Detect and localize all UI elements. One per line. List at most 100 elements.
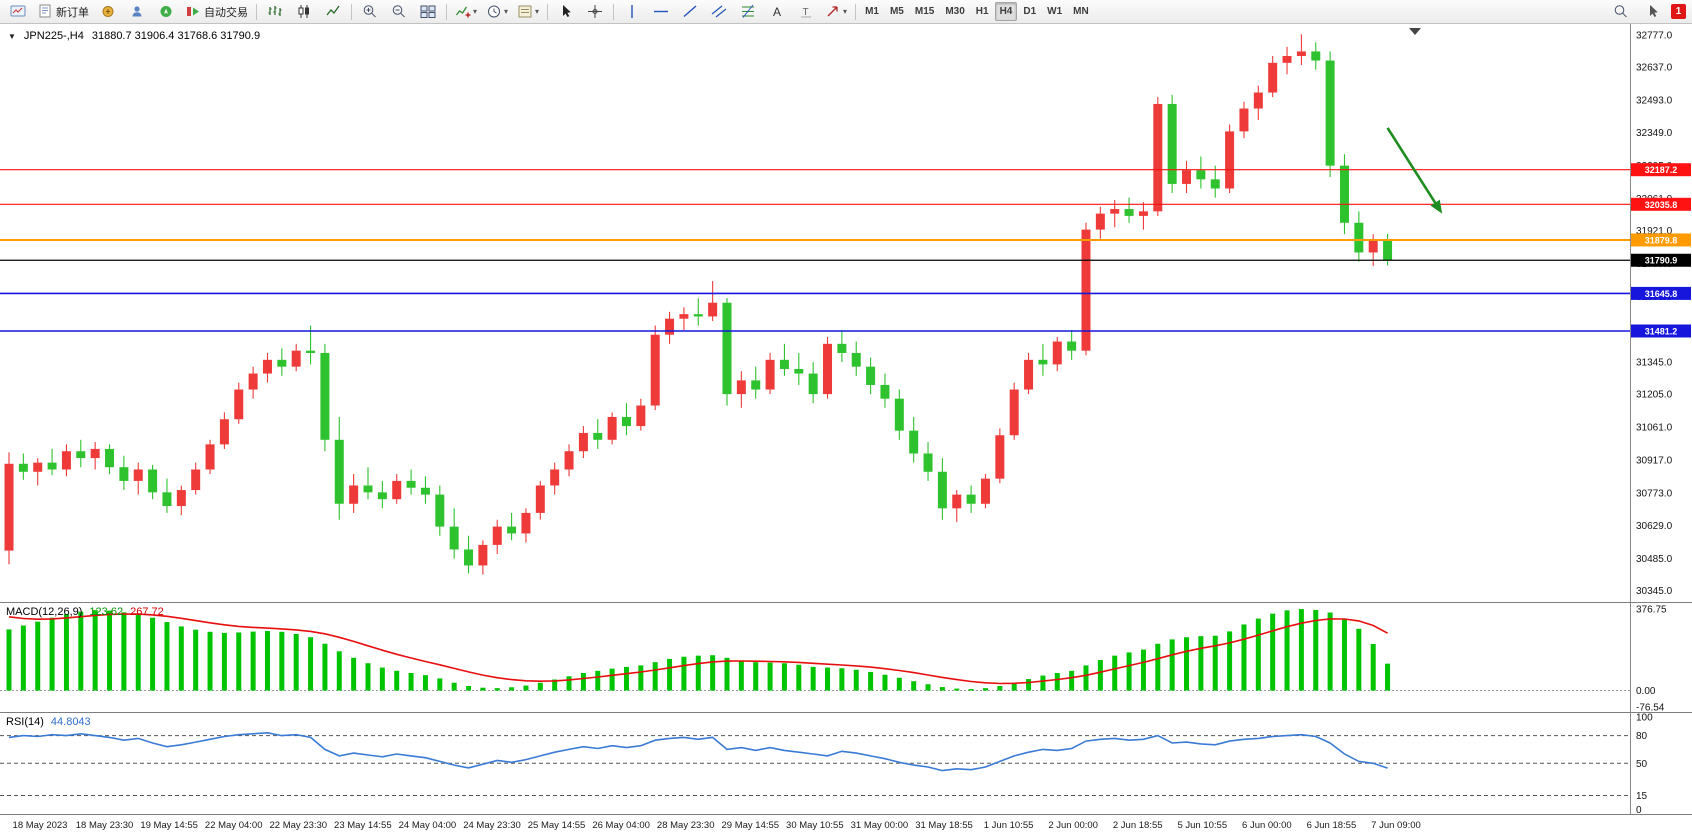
macd-histogram-bar [250,631,256,691]
candle [363,467,373,500]
new-order-label: 新订单 [56,6,89,19]
time-axis-label: 26 May 04:00 [592,820,650,831]
rsi-indicator-label: RSI(14) [6,716,44,728]
candle [1038,343,1048,376]
macd-histogram-bar [638,665,644,691]
macd-histogram-bar [1155,643,1161,691]
price-axis-label: 30773.0 [1636,488,1673,499]
periods-icon [488,5,501,18]
autotrading-button[interactable]: 自动交易 [181,1,252,23]
timeframe-button-w1[interactable]: W1 [1047,6,1063,17]
chart-window-button[interactable] [4,1,32,23]
candle [90,442,100,470]
candle [1311,42,1321,70]
timeframe-button-mn[interactable]: MN [1073,6,1089,17]
rsi-panel: 100 80 50 15 0 RSI(14) 44.8043 [0,712,1692,814]
trendline-button[interactable] [676,1,704,23]
macd-histogram-bar [92,610,98,691]
macd-histogram-bar [724,657,730,691]
candle [1067,330,1077,360]
candle [1325,51,1335,178]
fibonacci-button[interactable] [734,1,762,23]
timeframe-button-h1[interactable]: H1 [975,6,989,17]
price-chart-canvas[interactable]: 32777.032637.032493.032349.032205.032061… [0,24,1692,602]
candle [320,343,330,452]
price-level-badge: 31879.8 [1631,233,1691,247]
crosshair-button[interactable] [581,1,609,23]
new-order-button[interactable]: 新订单 [33,1,93,23]
macd-histogram-bar [494,688,500,691]
macd-histogram-bar [308,637,314,691]
time-axis-label: 7 Jun 09:00 [1371,820,1421,831]
rsi-canvas[interactable]: 100 80 50 15 0 [0,713,1692,814]
price-axis-label: 30485.0 [1636,554,1673,565]
timeframe-button-m15[interactable]: M15 [914,6,935,17]
candle [966,485,976,513]
candle [133,462,143,495]
pointer-button[interactable] [1639,1,1667,23]
timeframe-button-h4[interactable]: H4 [994,2,1018,21]
macd-histogram-bar [437,678,443,691]
candle [76,439,86,468]
candle [535,480,545,520]
cursor-button[interactable] [552,1,580,23]
time-axis-label: 22 May 23:30 [269,820,328,831]
candle [1167,94,1177,194]
time-axis-label: 29 May 14:55 [721,820,780,831]
time-axis[interactable]: 18 May 2023 18 May 23:30 19 May 14:55 22 Ma… [0,814,1692,838]
candle [880,373,890,408]
line-chart-button[interactable] [319,1,347,23]
candle [492,519,502,555]
chart-symbol-title: JPN225-,H4 [23,30,84,42]
search-button[interactable] [1607,1,1635,23]
macd-axis-label: 0.00 [1636,686,1656,697]
macd-histogram-bar [954,688,960,691]
timeframe-button-d1[interactable]: D1 [1023,6,1037,17]
time-axis-label: 2 Jun 00:00 [1048,820,1098,831]
notification-badge[interactable]: 1 [1671,4,1686,19]
time-axis-label: 23 May 14:55 [334,820,392,831]
macd-histogram-bar [796,664,802,691]
vertical-line-button[interactable] [618,1,646,23]
timeframe-button-m30[interactable]: M30 [945,6,965,17]
candle [291,343,301,372]
label-button[interactable]: T [792,1,820,23]
zoom-out-button[interactable] [385,1,413,23]
indicators-button[interactable]: ▾ [451,1,481,23]
navigator-button[interactable] [152,1,180,23]
zoom-in-button[interactable] [356,1,384,23]
text-button[interactable]: A [763,1,791,23]
macd-canvas[interactable]: 376.75 0.00 -76.54 [0,603,1692,712]
candle [1153,97,1163,216]
macd-histogram-bar [595,670,601,691]
candlestick-chart-button[interactable] [290,1,318,23]
arrows-button[interactable]: ▾ [821,1,851,23]
data-window-button[interactable] [123,1,151,23]
marketwatch-button[interactable] [94,1,122,23]
candle [679,307,689,331]
tile-windows-button[interactable] [414,1,442,23]
one-click-trading-arrow[interactable]: ▼ [8,31,16,41]
bars-chart-button[interactable] [261,1,289,23]
search-icon [1614,5,1627,18]
macd-histogram-bar [279,631,285,691]
candle [1239,101,1249,139]
candle [851,341,861,376]
timeframe-button-m1[interactable]: M1 [865,6,879,17]
candle [866,357,876,395]
channel-button[interactable] [705,1,733,23]
chart-shift-marker[interactable] [1409,28,1421,35]
timeframe-button-m5[interactable]: M5 [889,6,904,17]
candle [980,474,990,509]
horizontal-line-button[interactable] [647,1,675,23]
periods-button[interactable]: ▾ [482,1,512,23]
macd-histogram-bar [178,626,184,691]
candle [248,366,258,399]
time-axis-label: 19 May 14:55 [140,820,198,831]
rsi-axis-label: 100 [1636,713,1653,724]
trend-arrow-annotation[interactable] [1386,127,1443,214]
templates-button[interactable]: ▾ [513,1,543,23]
price-axis-label: 30917.0 [1636,455,1673,466]
candle [1354,211,1364,262]
macd-histogram-bar [968,689,974,691]
